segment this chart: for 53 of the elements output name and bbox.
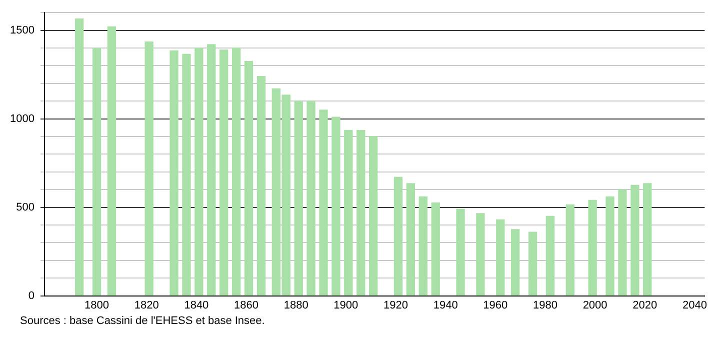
bar [476, 213, 485, 296]
bar [630, 184, 640, 296]
x-tick-label: 1940 [433, 299, 458, 312]
bar [75, 18, 84, 296]
bar [256, 76, 266, 296]
bar [511, 229, 520, 296]
y-tick-label: 1000 [10, 112, 34, 125]
bar [356, 130, 366, 296]
x-tick-label: 1880 [284, 299, 308, 312]
x-tick-label: 1980 [532, 299, 558, 312]
bar [194, 48, 204, 296]
bar [92, 48, 102, 296]
bar [182, 54, 191, 296]
source-note: Sources : base Cassini de l'EHESS et base Insee. [20, 315, 266, 327]
bar [319, 110, 328, 296]
bar [496, 219, 505, 296]
x-tick-label: 1920 [384, 299, 408, 312]
x-tick-label: 1800 [84, 299, 110, 312]
bar [244, 60, 254, 296]
bar [618, 189, 627, 296]
x-tick-label: 2020 [632, 299, 658, 312]
x-tick-label: 1820 [134, 299, 159, 312]
y-tick-label: 0 [28, 290, 34, 302]
bar [170, 50, 178, 296]
bar [406, 183, 416, 296]
bar [606, 196, 614, 296]
bar [431, 202, 440, 296]
bar [344, 130, 353, 296]
bar [107, 26, 116, 296]
y-tick-label: 1500 [10, 24, 34, 36]
bar [566, 204, 574, 296]
bar [418, 196, 428, 296]
bar [643, 183, 652, 296]
x-tick-label: 2000 [582, 299, 608, 312]
bar [232, 48, 241, 296]
x-tick-label: 1860 [234, 299, 259, 312]
bar [294, 100, 303, 296]
x-tick-label: 1900 [334, 299, 358, 312]
bar [144, 41, 154, 296]
y-tick-label: 500 [16, 201, 34, 214]
bar [306, 100, 316, 296]
bar [456, 208, 465, 296]
bar [332, 116, 340, 296]
bar [220, 49, 228, 296]
bar [528, 232, 538, 296]
x-tick-label: 1840 [184, 299, 209, 312]
bar [546, 216, 555, 296]
bar [207, 44, 216, 296]
bar [368, 136, 378, 296]
x-tick-label: 1960 [483, 299, 508, 312]
x-tick-label: 2040 [682, 299, 707, 312]
bar [588, 200, 597, 296]
bar [394, 176, 403, 296]
